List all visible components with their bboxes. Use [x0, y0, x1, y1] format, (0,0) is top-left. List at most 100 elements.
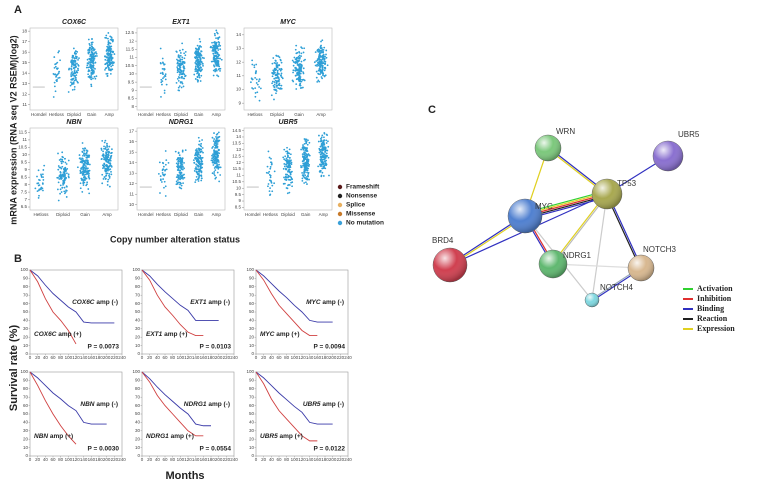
point: [75, 70, 78, 73]
x-tick-label: Homdel: [138, 212, 154, 217]
point-cloud: [210, 131, 222, 183]
point: [324, 74, 327, 77]
point: [195, 153, 198, 156]
point: [211, 41, 213, 44]
point: [95, 51, 97, 53]
point: [110, 165, 113, 168]
point: [178, 59, 181, 62]
gene-name: MYC: [306, 299, 321, 306]
point: [199, 80, 202, 82]
node-shine: [628, 255, 654, 281]
point: [34, 187, 37, 190]
point: [301, 172, 303, 174]
legend-label: Nonsense: [346, 193, 377, 200]
point: [71, 61, 74, 64]
point: [104, 68, 106, 71]
node-label: NOTCH4: [600, 283, 633, 292]
point: [323, 60, 326, 62]
point: [270, 94, 273, 97]
point: [90, 76, 93, 78]
point: [96, 55, 98, 57]
point: [219, 48, 222, 51]
gene-name: COX6C: [72, 299, 95, 306]
legend-label: Reaction: [697, 314, 728, 323]
x-tick-label: 140: [192, 355, 200, 360]
point: [277, 55, 280, 58]
y-tick-label: 10: [129, 71, 135, 76]
point: [181, 149, 184, 152]
point: [196, 164, 199, 167]
point: [159, 47, 162, 50]
survival-curve: [29, 371, 77, 445]
point: [163, 63, 166, 66]
y-tick-label: 100: [132, 369, 140, 374]
point: [167, 161, 170, 164]
point: [209, 46, 212, 49]
point-cloud: [300, 138, 311, 185]
point: [273, 170, 276, 173]
point: [175, 51, 178, 53]
point: [184, 74, 187, 77]
group-label: amp (+): [50, 433, 73, 440]
y-tick-label: 11: [22, 102, 27, 107]
point: [86, 181, 89, 184]
point: [110, 50, 113, 53]
point: [159, 175, 162, 178]
group-label: amp (+): [276, 331, 299, 338]
point: [212, 56, 215, 59]
point: [314, 51, 317, 53]
point: [93, 75, 96, 78]
point: [322, 175, 325, 177]
point: [318, 57, 321, 59]
point: [192, 159, 195, 162]
point: [58, 178, 61, 180]
point: [163, 180, 166, 183]
x-tick-label: Diploid: [174, 212, 188, 217]
point: [321, 68, 324, 71]
point: [176, 183, 179, 185]
y-tick-label: 16: [22, 49, 28, 54]
y-tick-label: 50: [249, 411, 255, 416]
point: [215, 37, 217, 40]
point: [107, 154, 110, 157]
point: [280, 61, 283, 64]
point: [216, 171, 219, 174]
x-tick-label: 160: [200, 355, 208, 360]
x-tick-label: 0: [255, 457, 258, 462]
y-tick-label: 20: [23, 334, 29, 339]
point: [182, 66, 185, 69]
point: [52, 96, 55, 98]
point: [274, 73, 277, 76]
point: [273, 86, 276, 88]
point: [107, 43, 110, 46]
point: [294, 74, 297, 77]
point: [84, 177, 87, 180]
point: [321, 145, 324, 148]
point: [76, 51, 79, 53]
point: [216, 143, 219, 145]
point: [108, 60, 110, 63]
point: [299, 84, 302, 87]
point: [253, 64, 256, 67]
node-shine: [539, 250, 567, 278]
y-tick-label: 10: [23, 343, 29, 348]
point: [318, 69, 321, 71]
point: [291, 170, 293, 173]
point: [211, 49, 214, 52]
point: [319, 163, 321, 166]
y-tick-label: 9: [238, 198, 241, 203]
point: [102, 167, 104, 170]
point: [217, 62, 220, 65]
point: [71, 79, 74, 81]
point: [280, 84, 283, 87]
point: [180, 176, 183, 179]
point: [321, 134, 324, 137]
point: [38, 179, 41, 182]
y-tick-label: 70: [23, 292, 29, 297]
point: [92, 66, 95, 69]
point: [163, 89, 166, 92]
point: [288, 159, 290, 162]
point: [107, 178, 110, 181]
point: [91, 46, 94, 49]
point: [59, 59, 61, 62]
